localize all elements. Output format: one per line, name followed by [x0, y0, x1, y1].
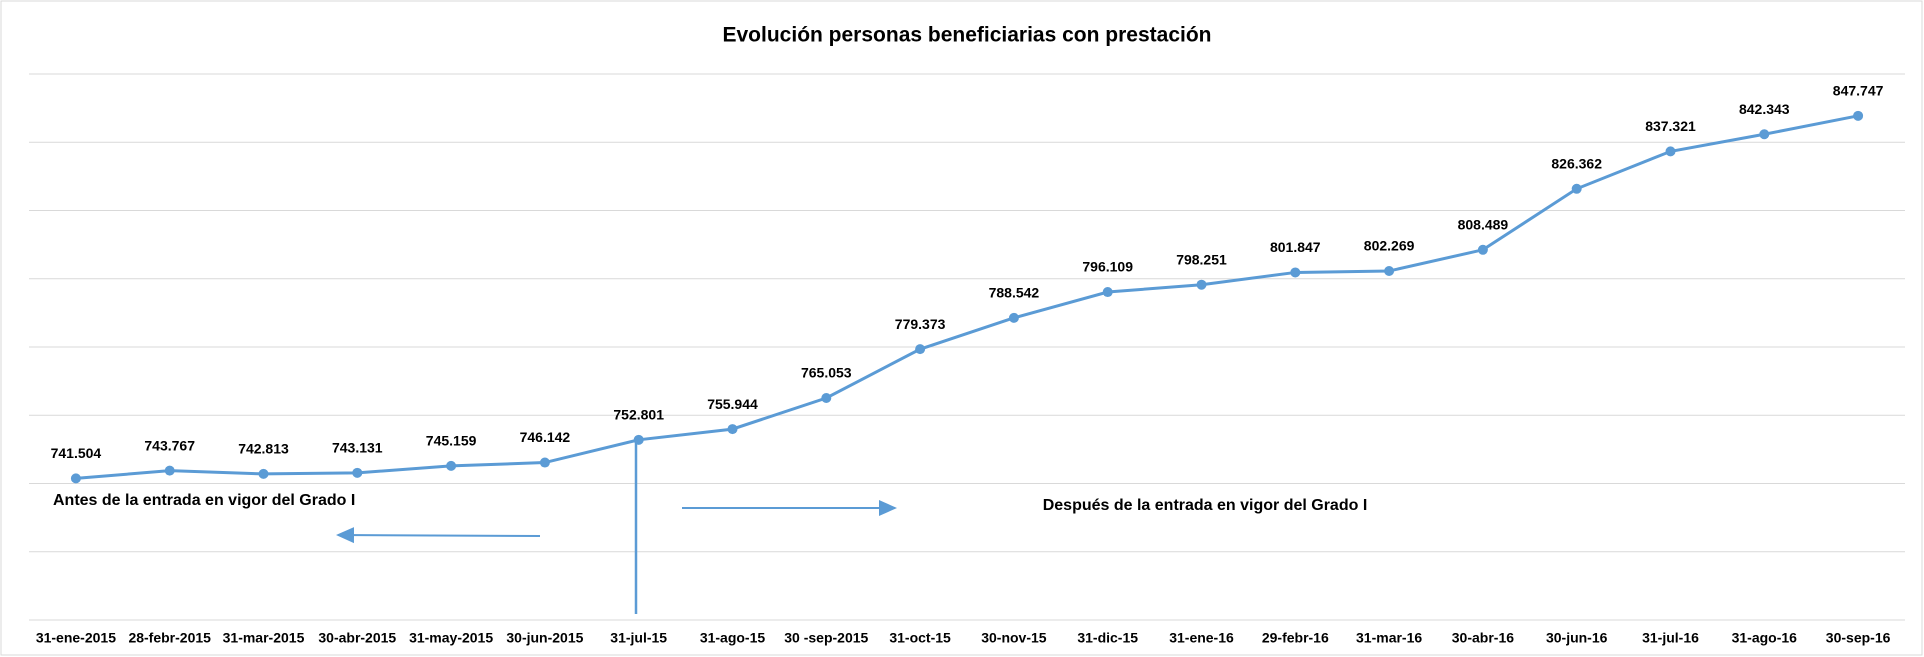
- point: [727, 424, 738, 435]
- data-label: 765.053: [801, 365, 852, 381]
- point: [1008, 312, 1019, 323]
- point: [352, 467, 363, 478]
- point: [915, 344, 926, 355]
- point: [633, 434, 644, 445]
- point: [1196, 279, 1207, 290]
- x-tick-label: 31-may-2015: [409, 630, 493, 646]
- x-tick-label: 31-ene-2015: [36, 630, 116, 646]
- data-label: 755.944: [707, 396, 758, 412]
- x-tick-label: 30 -sep-2015: [784, 630, 868, 646]
- data-label: 837.321: [1645, 118, 1696, 134]
- data-label: 742.813: [238, 441, 289, 457]
- annotation: Después de la entrada en vigor del Grado…: [1043, 497, 1368, 514]
- x-tick-label: 30-sep-16: [1826, 630, 1891, 646]
- data-label: 743.131: [332, 440, 383, 456]
- point: [70, 473, 81, 484]
- x-tick-label: 31-ago-16: [1732, 630, 1798, 646]
- point: [1665, 146, 1676, 157]
- chart-title: Evolución personas beneficiarias con pre…: [723, 24, 1212, 47]
- data-label: 745.159: [426, 433, 477, 449]
- x-tick-label: 30-nov-15: [981, 630, 1047, 646]
- point: [1102, 287, 1113, 298]
- data-label: 741.504: [51, 445, 102, 461]
- data-label: 743.767: [144, 437, 195, 453]
- data-label: 779.373: [895, 316, 946, 332]
- arrow-left: [336, 527, 541, 544]
- annotation: Antes de la entrada en vigor del Grado I: [53, 492, 355, 509]
- data-label: 752.801: [613, 407, 664, 423]
- x-tick-label: 31-ene-16: [1169, 630, 1234, 646]
- x-tick-label: 31-ago-15: [700, 630, 766, 646]
- x-tick-label: 30-abr-16: [1452, 630, 1514, 646]
- data-label: 847.747: [1833, 83, 1884, 99]
- x-tick-label: 30-jun-2015: [506, 630, 583, 646]
- point: [539, 457, 550, 468]
- x-tick-label: 29-febr-16: [1262, 630, 1329, 646]
- x-tick-label: 31-mar-16: [1356, 630, 1422, 646]
- point: [1571, 183, 1582, 194]
- x-tick-label: 30-abr-2015: [318, 630, 396, 646]
- data-label: 808.489: [1458, 216, 1509, 232]
- point: [164, 465, 175, 476]
- data-label: 788.542: [989, 285, 1040, 301]
- grid: [29, 73, 1905, 621]
- point: [1384, 266, 1395, 277]
- point: [1290, 267, 1301, 278]
- x-tick-label: 30-jun-16: [1546, 630, 1608, 646]
- data-label: 798.251: [1176, 251, 1227, 267]
- x-tick-label: 31-jul-15: [610, 630, 667, 646]
- point: [821, 393, 832, 404]
- data-label: 842.343: [1739, 101, 1790, 117]
- point: [258, 468, 269, 479]
- data-label: 746.142: [520, 429, 571, 445]
- data-label: 826.362: [1551, 155, 1602, 171]
- point: [1759, 129, 1770, 140]
- x-tick-label: 31-dic-15: [1077, 630, 1138, 646]
- x-tick-label: 31-jul-16: [1642, 630, 1699, 646]
- x-tick-label: 31-mar-2015: [223, 630, 305, 646]
- line: [75, 114, 1859, 480]
- x-tick-label: 28-febr-2015: [128, 630, 211, 646]
- point: [446, 460, 457, 471]
- data-label: 801.847: [1270, 239, 1321, 255]
- data-label: 802.269: [1364, 238, 1415, 254]
- x-tick-label: 31-oct-15: [889, 630, 951, 646]
- point: [1853, 110, 1864, 121]
- data-label: 796.109: [1082, 259, 1133, 275]
- point: [1477, 244, 1488, 255]
